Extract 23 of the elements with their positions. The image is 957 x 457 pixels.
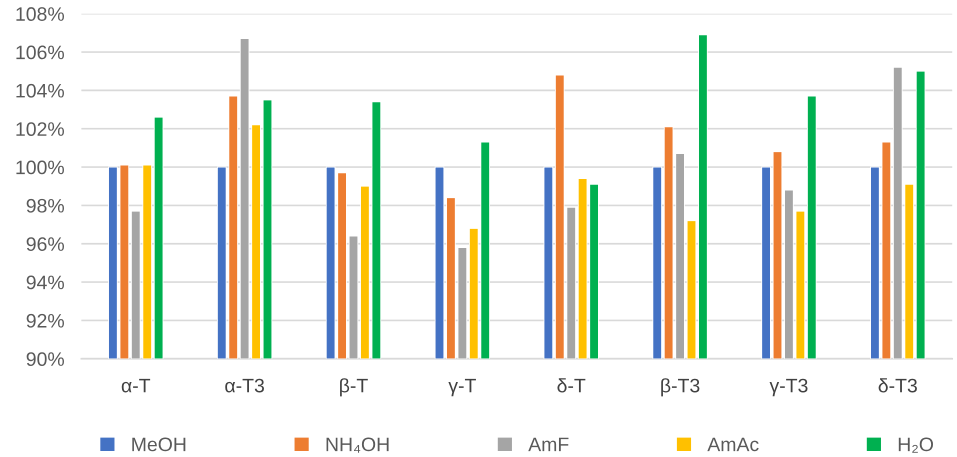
- legend-label: NH₄OH: [326, 437, 389, 453]
- x-tick-label: γ-T: [448, 378, 476, 396]
- y-tick-label: 92%: [26, 314, 64, 328]
- legend-label: H₂O: [898, 437, 934, 453]
- y-tick-label: 106%: [16, 46, 64, 60]
- y-tick-label: 90%: [26, 352, 64, 366]
- y-tick-label: 96%: [26, 237, 64, 251]
- y-tick-label: 100%: [16, 160, 64, 174]
- y-tick-label: 108%: [16, 7, 64, 21]
- y-tick-label: 94%: [26, 276, 64, 290]
- x-tick-label: δ-T: [557, 378, 586, 392]
- x-tick-label: δ-T3: [878, 378, 917, 392]
- legend-label: MeOH: [132, 437, 186, 452]
- x-tick-label: α-T3: [225, 378, 264, 392]
- legend-label: AmF: [528, 438, 568, 452]
- x-tick-label: γ-T3: [770, 378, 808, 396]
- legend-label: AmAc: [707, 438, 759, 452]
- x-tick-label: β-T3: [661, 378, 700, 396]
- y-tick-label: 102%: [16, 122, 64, 136]
- x-tick-label: β-T: [340, 378, 368, 396]
- y-tick-label: 98%: [26, 198, 64, 213]
- x-tick-label: α-T: [122, 378, 150, 392]
- y-tick-label: 104%: [16, 84, 64, 98]
